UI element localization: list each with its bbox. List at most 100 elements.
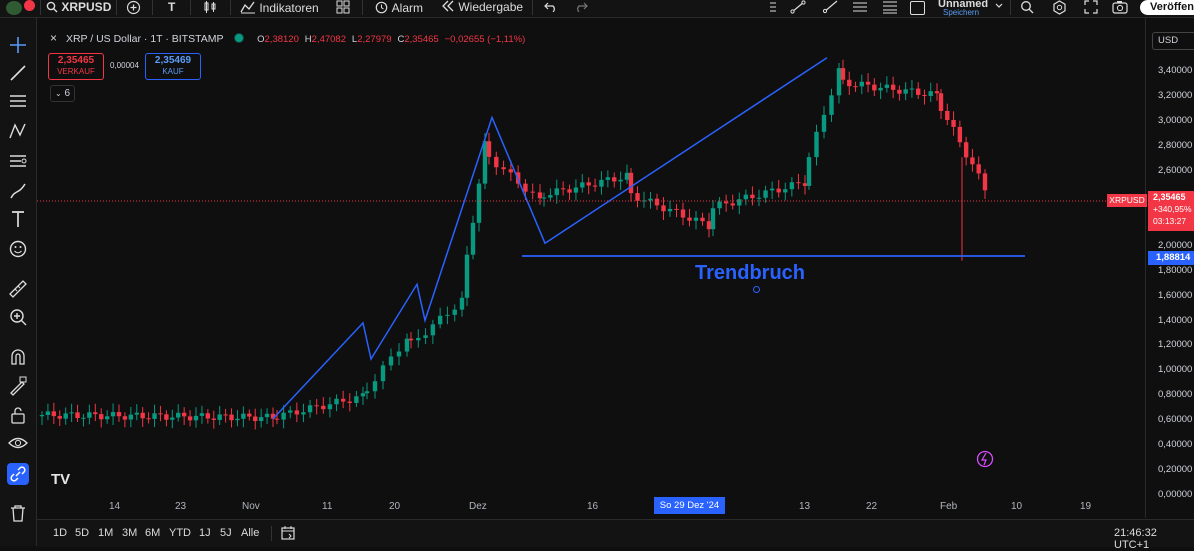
collapse-icon[interactable]: × [50,31,58,45]
candle-body [288,410,293,413]
annotation-anchor[interactable] [753,286,760,293]
range-alle[interactable]: Alle [241,527,260,539]
horizontal-lines-icon[interactable] [7,90,29,112]
candle-body [763,190,768,198]
layout-dropdown-arrow[interactable] [994,0,1004,17]
candle-body [51,411,57,417]
range-3m[interactable]: 3M [122,527,138,539]
candle-body [81,417,86,419]
candle-body [605,177,611,180]
alarm-clock-icon [375,1,388,14]
crosshair-icon[interactable] [7,34,29,56]
trendline-icon[interactable] [7,62,29,84]
candle-body [756,197,762,199]
ruler-icon[interactable] [7,278,29,300]
currency-selector[interactable]: USD [1152,32,1194,50]
range-1j[interactable]: 1J [199,527,211,539]
quick-search-button[interactable] [1020,0,1034,17]
range-6m[interactable]: 6M [145,527,161,539]
fib-tool-button[interactable] [882,0,898,17]
candle-body [264,413,270,418]
replay-button[interactable]: Wiedergabe [441,0,523,17]
zigzag-drawing[interactable] [272,57,828,420]
line-price-label: 1,88814 [1148,251,1194,265]
range-1m[interactable]: 1M [98,527,114,539]
candle-body [170,417,175,420]
layouts-button[interactable] [336,0,350,17]
price-chart[interactable]: TV [37,18,1144,518]
candle-body [364,391,370,394]
candle-body [776,188,781,193]
settings-button[interactable] [1052,0,1067,17]
candle-body [548,195,553,198]
price-axis[interactable]: USD 3,40000 3,20000 3,00000 2,80000 2,60000 2… [1145,18,1194,518]
snapshot-button[interactable] [1112,0,1128,17]
compare-symbol-button[interactable] [126,0,141,17]
zoom-in-icon[interactable] [7,306,29,328]
symbol-tag: XRPUSD [1107,194,1147,207]
candle-body [806,157,812,186]
range-1d[interactable]: 1D [53,527,68,539]
ohlc-high: H2,47082 [304,34,346,45]
pattern-icon[interactable] [7,120,29,142]
alarm-button[interactable]: Alarm [374,0,423,17]
drag-handle[interactable] [770,2,776,14]
range-5j[interactable]: 5J [220,527,232,539]
lightning-icon[interactable] [976,450,994,468]
link-tool-button[interactable] [7,463,29,485]
indicators-toggle[interactable]: ⌄ 6 [50,85,75,102]
candle-body [573,187,579,193]
candle-body [57,416,62,419]
redo-button[interactable] [574,0,588,17]
chart-type-button[interactable] [203,0,217,17]
range-ytd[interactable]: YTD [169,527,191,539]
ray-tool-button[interactable] [822,0,838,17]
range-5d[interactable]: 5D [75,527,90,539]
candles [39,59,988,430]
trash-icon[interactable] [7,502,29,524]
layout-name[interactable]: Unnamed [938,0,989,10]
brush-icon[interactable] [7,180,29,202]
fib-levels-icon [883,1,897,14]
parallel-channel-button[interactable] [852,0,868,17]
candle-body [802,183,808,186]
candle-body [928,91,933,96]
candle-body [700,217,705,222]
trendbruch-annotation[interactable]: Trendbruch [695,262,806,284]
candle-body [717,201,722,209]
buy-button[interactable]: 2,35469 KAUF [145,53,201,80]
undo-button[interactable] [544,0,558,17]
trendline-tool-button[interactable] [790,0,806,17]
candle-body [253,416,258,422]
candle-body [501,167,506,170]
time-axis[interactable]: 14 23 Nov 11 20 Dez 16 13 22 Feb 10 19 S… [37,495,1144,518]
magnet-icon[interactable] [7,346,29,368]
user-avatar[interactable] [6,1,22,15]
candle-body [580,182,585,188]
emoji-icon[interactable] [7,238,29,260]
candle-body [541,197,547,199]
indicators-button[interactable]: Indikatoren [240,0,319,17]
candle-body [464,254,470,298]
symbol-search-button[interactable]: XRPUSD [46,0,111,17]
candle-body [654,198,660,206]
lock-pencil-icon[interactable] [7,375,29,397]
candle-body [750,194,755,199]
forecast-icon[interactable] [7,150,29,172]
candle-body [205,413,211,419]
candle-body [396,351,402,357]
sell-button[interactable]: 2,35465 VERKAUF [48,53,104,80]
text-tool-icon[interactable] [7,208,29,230]
candle-body [878,87,883,91]
color-swatch-button[interactable] [910,1,925,15]
candle-body [537,192,543,199]
calendar-icon[interactable] [280,525,296,541]
indicators-label: Indikatoren [259,1,319,15]
candle-body [853,86,858,88]
lock-icon[interactable] [7,404,29,426]
notification-badge [24,0,35,11]
interval-button[interactable]: T [168,0,176,14]
publish-button[interactable]: Veröffen [1140,0,1194,15]
fullscreen-button[interactable] [1084,0,1098,17]
eye-icon[interactable] [7,432,29,454]
